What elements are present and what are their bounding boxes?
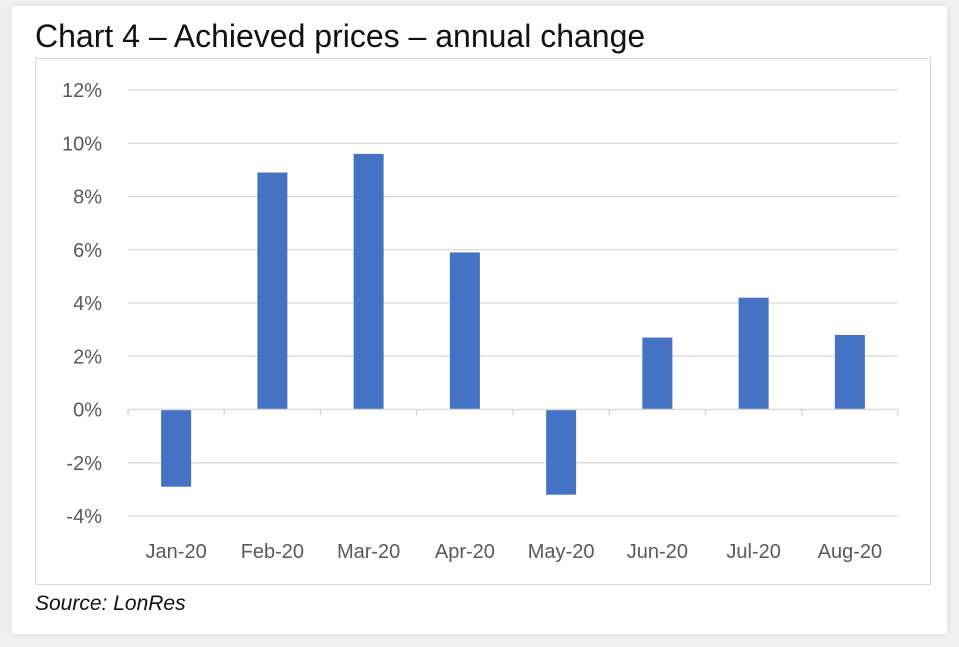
bar-may-20 (546, 409, 577, 495)
x-tick-label: Feb-20 (241, 541, 304, 563)
y-tick-label: 4% (73, 293, 102, 315)
x-tick-label: Apr-20 (435, 541, 495, 563)
bar-jun-20 (642, 337, 673, 410)
bar-apr-20 (449, 252, 480, 410)
y-tick-label: 8% (73, 187, 102, 209)
bar-mar-20 (353, 153, 384, 410)
y-tick-label: 6% (73, 240, 102, 262)
x-tick-label: Aug-20 (818, 541, 883, 563)
bar-chart: -4% -2% 0% 2% 4% 6% 8% 10% 12% Jan-20 Feb-20 Mar-2… (62, 80, 899, 563)
x-axis-tick-labels: Jan-20 Feb-20 Mar-20 Apr-20 May-20 Jun-20 Jul-… (146, 541, 883, 563)
x-tick-label: Jun-20 (627, 541, 688, 563)
bars (161, 153, 865, 495)
x-tick-label: May-20 (528, 541, 595, 563)
y-axis-tick-labels: -4% -2% 0% 2% 4% 6% 8% 10% 12% (62, 80, 102, 528)
y-tick-label: -4% (66, 506, 102, 528)
gridlines (128, 89, 898, 517)
x-tick-label: Jan-20 (146, 541, 207, 563)
bar-aug-20 (834, 334, 865, 410)
chart-area: -4% -2% 0% 2% 4% 6% 8% 10% 12% Jan-20 Feb-20 Mar-2… (35, 58, 931, 585)
source-note: Source: LonRes (35, 592, 186, 615)
x-tick-label: Mar-20 (337, 541, 400, 563)
x-axis (127, 408, 899, 416)
bar-jan-20 (161, 409, 192, 487)
y-tick-label: 0% (73, 400, 102, 422)
y-tick-label: -2% (66, 453, 102, 475)
y-tick-label: 12% (62, 80, 102, 102)
x-tick-label: Jul-20 (726, 541, 780, 563)
chart-title: Chart 4 – Achieved prices – annual chang… (35, 18, 646, 54)
bar-feb-20 (257, 172, 288, 410)
y-tick-label: 10% (62, 133, 102, 155)
y-tick-label: 2% (73, 346, 102, 368)
bar-jul-20 (738, 297, 769, 410)
